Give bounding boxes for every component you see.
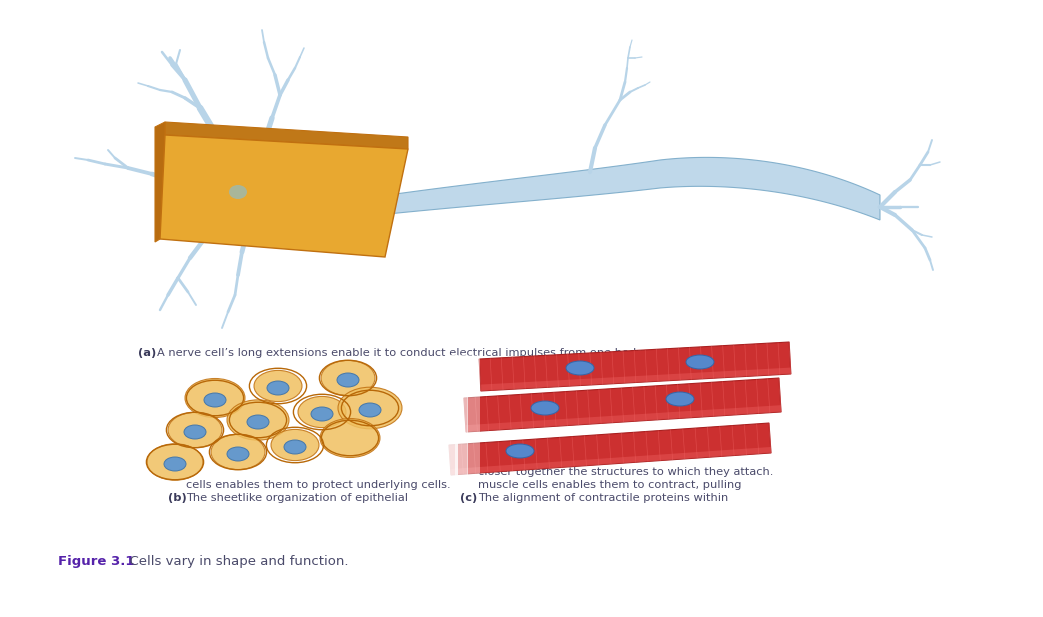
Ellipse shape xyxy=(254,370,302,402)
Bar xyxy=(455,355,468,480)
Ellipse shape xyxy=(320,418,380,457)
Ellipse shape xyxy=(666,392,694,406)
Ellipse shape xyxy=(321,360,375,395)
Text: closer together the structures to which they attach.: closer together the structures to which … xyxy=(478,467,773,477)
Ellipse shape xyxy=(337,373,359,387)
Ellipse shape xyxy=(271,429,319,461)
Text: muscle cells enables them to contract, pulling: muscle cells enables them to contract, p… xyxy=(478,480,742,490)
Ellipse shape xyxy=(184,425,207,439)
Ellipse shape xyxy=(284,440,306,454)
Polygon shape xyxy=(160,135,408,257)
Ellipse shape xyxy=(298,396,346,428)
Ellipse shape xyxy=(311,407,333,421)
Text: The sheetlike organization of epithelial: The sheetlike organization of epithelial xyxy=(186,493,408,503)
Polygon shape xyxy=(165,122,408,149)
Ellipse shape xyxy=(185,378,245,418)
Text: (c): (c) xyxy=(460,493,478,503)
Ellipse shape xyxy=(247,415,269,429)
Bar xyxy=(445,355,458,480)
Text: A nerve cell’s long extensions enable it to conduct electrical impulses from one: A nerve cell’s long extensions enable it… xyxy=(157,348,736,358)
Ellipse shape xyxy=(229,185,247,199)
Text: Cells vary in shape and function.: Cells vary in shape and function. xyxy=(121,555,348,568)
Ellipse shape xyxy=(227,400,289,440)
Ellipse shape xyxy=(531,401,559,415)
Ellipse shape xyxy=(686,355,714,369)
Ellipse shape xyxy=(164,457,186,471)
Polygon shape xyxy=(464,378,781,432)
Ellipse shape xyxy=(280,206,310,228)
Text: cells enables them to protect underlying cells.: cells enables them to protect underlying… xyxy=(186,480,451,490)
Polygon shape xyxy=(448,423,771,475)
Ellipse shape xyxy=(506,444,534,458)
Polygon shape xyxy=(155,122,165,242)
Ellipse shape xyxy=(211,434,265,470)
Ellipse shape xyxy=(359,403,381,417)
Text: Figure 3.1: Figure 3.1 xyxy=(58,555,135,568)
Bar xyxy=(467,355,480,480)
Ellipse shape xyxy=(338,387,402,429)
Ellipse shape xyxy=(267,381,289,395)
Text: (a): (a) xyxy=(138,348,156,358)
Ellipse shape xyxy=(222,180,264,214)
Polygon shape xyxy=(451,447,771,475)
Polygon shape xyxy=(481,368,791,391)
Text: The alignment of contractile proteins within: The alignment of contractile proteins wi… xyxy=(478,493,728,503)
Ellipse shape xyxy=(195,151,300,239)
Ellipse shape xyxy=(168,412,222,447)
Ellipse shape xyxy=(227,447,249,461)
Ellipse shape xyxy=(207,161,289,229)
Polygon shape xyxy=(479,342,791,391)
Ellipse shape xyxy=(147,444,203,480)
Text: (b): (b) xyxy=(168,493,187,503)
Polygon shape xyxy=(465,405,781,432)
Ellipse shape xyxy=(204,393,226,407)
Ellipse shape xyxy=(566,361,595,375)
Polygon shape xyxy=(295,157,880,225)
